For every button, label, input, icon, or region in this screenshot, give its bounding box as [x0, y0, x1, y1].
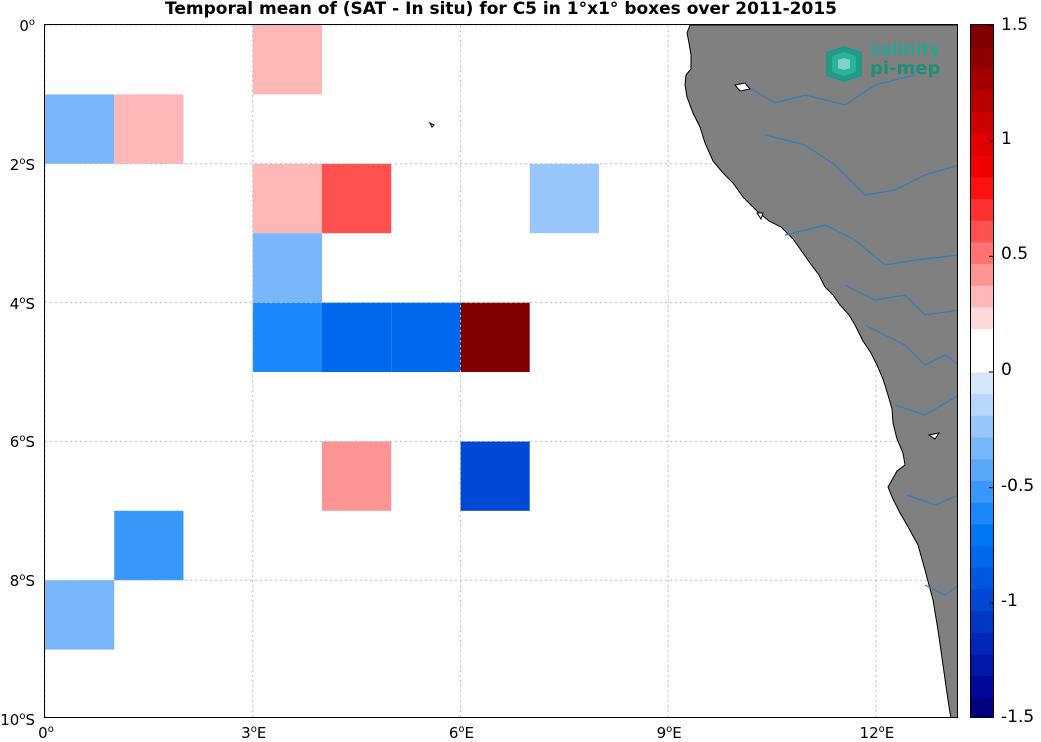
y-tick-label: 0o — [19, 17, 35, 35]
colorbar-segment — [971, 480, 993, 503]
colorbar-segment — [971, 263, 993, 286]
map-canvas[interactable] — [45, 25, 958, 718]
colorbar-segment — [971, 241, 993, 265]
x-tick-label: 0o — [38, 724, 54, 742]
anomaly-boxes — [45, 25, 599, 650]
river-7 — [906, 494, 957, 506]
y-tick-label: 4oS — [9, 294, 35, 313]
colorbar-segment — [971, 502, 993, 525]
colorbar-segment — [971, 328, 993, 351]
colorbar-tick-label: -0.5 — [1001, 475, 1035, 496]
logo-text-salinity: salinity — [870, 40, 941, 60]
map-title: Temporal mean of (SAT - In situ) for C5 … — [165, 0, 837, 19]
colorbar-segment — [971, 25, 993, 48]
land-mass — [684, 25, 957, 717]
y-tick-label: 10oS — [0, 711, 35, 729]
anomaly-box[interactable] — [321, 163, 392, 234]
y-tick-label: 8oS — [9, 572, 35, 591]
colorbar-segment — [971, 155, 993, 178]
x-tick-label: 3oE — [241, 724, 267, 742]
island-1 — [428, 121, 435, 128]
anomaly-box[interactable] — [460, 302, 530, 372]
colorbar-segment — [971, 588, 993, 612]
logo-mark-icon — [826, 46, 862, 82]
rivers — [744, 74, 957, 596]
colorbar — [970, 24, 994, 718]
colorbar-segment — [971, 285, 993, 308]
colorbar-segment — [971, 68, 993, 91]
anomaly-box[interactable] — [114, 94, 184, 164]
salinity-pimep-logo: salinity pi-mep — [822, 40, 948, 90]
colorbar-segment — [971, 697, 993, 717]
colorbar-segment — [971, 653, 993, 677]
colorbar-tick-label: 1.5 — [1001, 15, 1029, 35]
colorbar-scale — [971, 25, 993, 717]
island-2 — [734, 82, 751, 92]
colorbar-segment — [971, 198, 993, 221]
anomaly-box[interactable] — [45, 580, 115, 650]
colorbar-segment — [971, 220, 993, 243]
colorbar-segment — [971, 176, 993, 199]
x-tick-label: 9oE — [656, 724, 682, 742]
colorbar-segment — [971, 306, 993, 330]
anomaly-box[interactable] — [252, 163, 322, 234]
island-4 — [927, 432, 941, 440]
anomaly-box[interactable] — [45, 94, 115, 164]
colorbar-segment — [971, 133, 993, 156]
x-tick-label: 6oE — [448, 724, 475, 742]
colorbar-tick-label: -1.5 — [1001, 707, 1035, 727]
river-6 — [894, 395, 957, 416]
river-2 — [764, 134, 957, 196]
anomaly-box[interactable] — [252, 302, 322, 372]
anomaly-box[interactable] — [391, 302, 461, 372]
colorbar-segment — [971, 675, 993, 698]
river-8 — [924, 584, 957, 596]
colorbar-tick-label: 1 — [1001, 128, 1012, 149]
island-3 — [756, 212, 764, 221]
colorbar-segment — [971, 372, 993, 395]
map-panel[interactable] — [44, 24, 958, 718]
river-1 — [744, 74, 916, 106]
colorbar-tick-label: 0 — [1001, 360, 1012, 380]
colorbar-segment — [971, 46, 993, 69]
y-tick-label: 2oS — [9, 155, 35, 174]
logo-text-pimep: pi-mep — [870, 58, 941, 79]
anomaly-box[interactable] — [252, 233, 322, 303]
colorbar-segment — [971, 610, 993, 633]
colorbar-segment — [971, 111, 993, 134]
river-5 — [864, 324, 957, 366]
colorbar-segment — [971, 437, 993, 460]
colorbar-segment — [971, 632, 993, 655]
anomaly-box[interactable] — [321, 302, 392, 372]
anomaly-box[interactable] — [114, 510, 184, 581]
islands — [428, 82, 941, 440]
colorbar-segment — [971, 90, 993, 113]
coastline-africa — [684, 25, 957, 717]
anomaly-box[interactable] — [529, 163, 599, 234]
anomaly-box[interactable] — [183, 510, 253, 581]
colorbar-segment — [971, 393, 993, 416]
x-tick-label: 12oE — [859, 724, 895, 742]
y-tick-label: 6oS — [9, 433, 35, 452]
colorbar-segment — [971, 350, 993, 373]
colorbar-segment — [971, 567, 993, 590]
colorbar-segment — [971, 523, 993, 546]
anomaly-box[interactable] — [321, 441, 392, 511]
river-3 — [784, 224, 957, 266]
anomaly-box[interactable] — [460, 441, 530, 511]
colorbar-segment — [971, 545, 993, 568]
colorbar-tick-label: -1 — [1001, 591, 1018, 612]
colorbar-segment — [971, 415, 993, 438]
colorbar-segment — [971, 458, 993, 481]
colorbar-tick-label: 0.5 — [1001, 244, 1029, 265]
river-4 — [844, 284, 957, 316]
anomaly-box[interactable] — [252, 25, 322, 95]
